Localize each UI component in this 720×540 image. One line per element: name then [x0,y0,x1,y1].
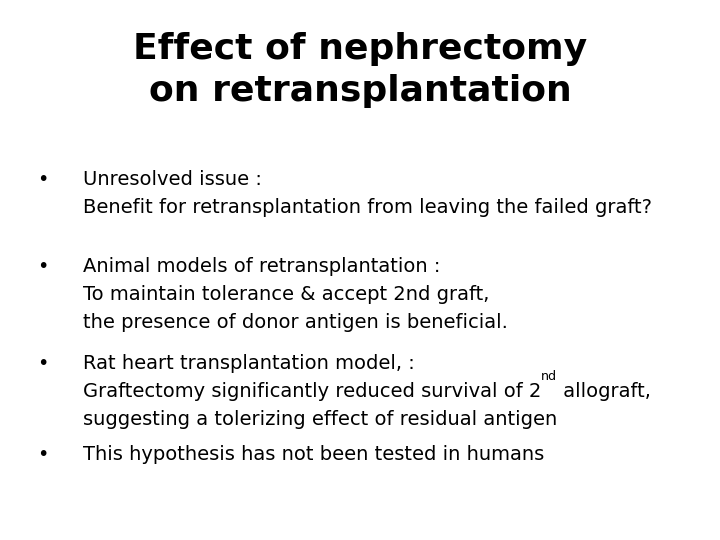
Text: the presence of donor antigen is beneficial.: the presence of donor antigen is benefic… [83,313,508,332]
Text: To maintain tolerance & accept 2nd graft,: To maintain tolerance & accept 2nd graft… [83,285,489,303]
Text: •: • [37,170,49,189]
Text: Unresolved issue :: Unresolved issue : [83,170,261,189]
Text: •: • [37,256,49,275]
Text: Graftectomy significantly reduced survival of 2: Graftectomy significantly reduced surviv… [83,382,541,401]
Text: Effect of nephrectomy
on retransplantation: Effect of nephrectomy on retransplantati… [133,32,587,108]
Text: Rat heart transplantation model, :: Rat heart transplantation model, : [83,354,415,373]
Text: •: • [37,446,49,464]
Text: Benefit for retransplantation from leaving the failed graft?: Benefit for retransplantation from leavi… [83,198,652,217]
Text: This hypothesis has not been tested in humans: This hypothesis has not been tested in h… [83,446,544,464]
Text: nd: nd [541,370,557,383]
Text: •: • [37,354,49,373]
Text: allograft,: allograft, [557,382,651,401]
Text: Animal models of retransplantation :: Animal models of retransplantation : [83,256,440,275]
Text: suggesting a tolerizing effect of residual antigen: suggesting a tolerizing effect of residu… [83,410,557,429]
